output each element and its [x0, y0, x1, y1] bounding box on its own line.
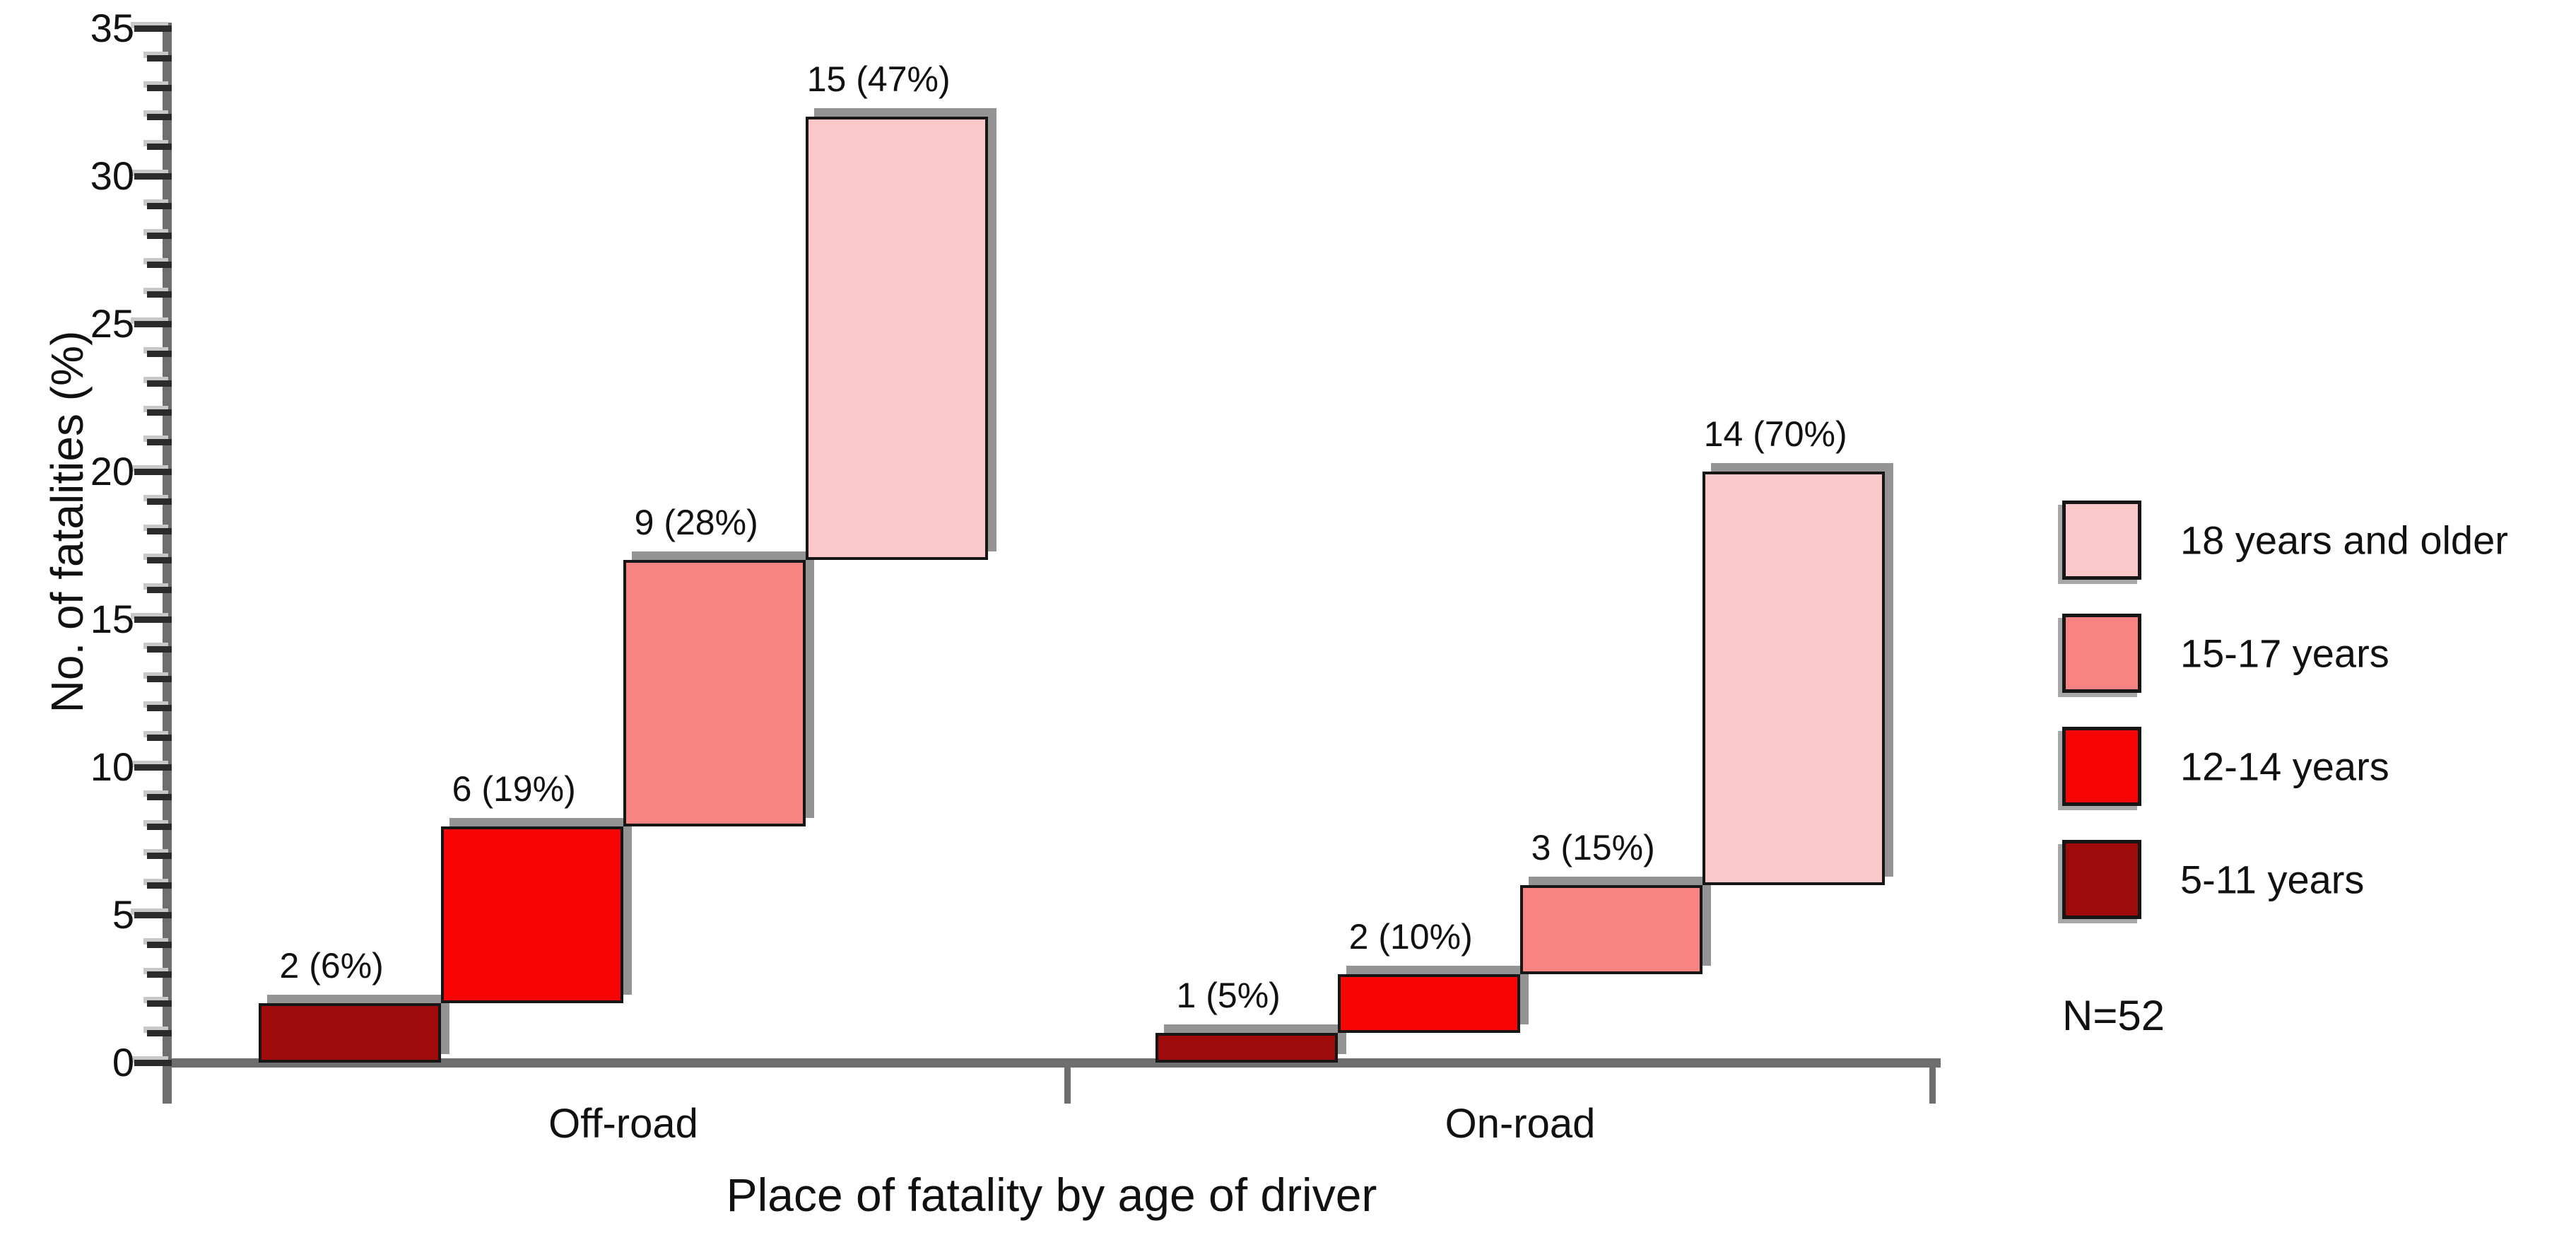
y-axis-major-tick: [134, 469, 172, 475]
category-label: Off-road: [548, 1101, 698, 1147]
category-label: On-road: [1445, 1101, 1596, 1147]
legend-swatch: [2062, 501, 2141, 580]
y-axis-tick-label: 15: [90, 597, 134, 641]
y-axis-tick-label: 10: [90, 744, 134, 789]
bar-segment: [441, 826, 623, 1004]
y-axis-minor-tick: [147, 350, 172, 357]
legend-swatch: [2062, 727, 2141, 806]
y-axis-minor-tick: [147, 1000, 172, 1007]
legend-label: 12-14 years: [2180, 744, 2389, 789]
bar-value-label: 9 (28%): [634, 503, 758, 543]
y-axis-minor-tick: [147, 557, 172, 564]
legend-label: 18 years and older: [2180, 518, 2508, 563]
y-axis-major-tick: [134, 764, 172, 771]
bar-value-label: 2 (6%): [279, 946, 384, 986]
bar-segment: [259, 1003, 441, 1063]
y-axis-major-tick: [134, 25, 172, 32]
y-axis-major-tick: [134, 912, 172, 918]
y-axis-minor-tick: [147, 262, 172, 269]
legend-label: 15-17 years: [2180, 631, 2389, 676]
y-axis-minor-tick: [147, 54, 172, 62]
y-axis-minor-tick: [147, 527, 172, 534]
y-axis-major-tick: [134, 173, 172, 180]
bar-segment: [806, 117, 988, 561]
y-axis-minor-tick: [147, 380, 172, 387]
y-axis-tick-label: 25: [90, 301, 134, 346]
y-axis-major-tick: [134, 321, 172, 327]
y-axis-minor-tick: [147, 705, 172, 712]
y-axis-minor-tick: [147, 882, 172, 889]
x-axis-title: Place of fatality by age of driver: [726, 1169, 1377, 1221]
y-axis-tick-label: 5: [112, 892, 134, 937]
y-axis-tick-label: 35: [90, 6, 134, 50]
y-axis-minor-tick: [147, 409, 172, 416]
y-axis-minor-tick: [147, 971, 172, 978]
y-axis-minor-tick: [147, 202, 172, 209]
y-axis-tick-label: 0: [112, 1040, 134, 1084]
sample-size-note: N=52: [2062, 992, 2165, 1039]
y-axis-minor-tick: [147, 823, 172, 830]
y-axis-minor-tick: [147, 735, 172, 742]
bar-segment: [1338, 974, 1520, 1034]
bar-value-label: 3 (15%): [1531, 828, 1655, 868]
axis-boundary-tick: [1929, 1067, 1936, 1104]
y-axis-minor-tick: [147, 1030, 172, 1037]
y-axis-minor-tick: [147, 144, 172, 151]
bar-segment: [1520, 885, 1702, 974]
y-axis-major-tick: [134, 616, 172, 623]
bar-value-label: 14 (70%): [1703, 414, 1847, 454]
bar-segment: [623, 560, 806, 826]
y-axis-minor-tick: [147, 675, 172, 682]
bar-value-label: 6 (19%): [452, 768, 576, 809]
legend-label: 5-11 years: [2180, 857, 2365, 902]
axis-boundary-tick: [1064, 1067, 1071, 1104]
y-axis-minor-tick: [147, 84, 172, 91]
y-axis-minor-tick: [147, 114, 172, 121]
y-axis-tick-label: 30: [90, 153, 134, 198]
legend-swatch: [2062, 614, 2141, 693]
x-axis-line: [163, 1058, 1941, 1068]
y-axis-minor-tick: [147, 498, 172, 505]
bar-value-label: 15 (47%): [806, 59, 951, 100]
y-axis-major-tick: [134, 1060, 172, 1066]
bar-value-label: 1 (5%): [1176, 976, 1281, 1016]
bar-segment: [1702, 472, 1885, 886]
y-axis-tick-label: 20: [90, 449, 134, 493]
bar-segment: [1155, 1033, 1338, 1063]
y-axis-minor-tick: [147, 793, 172, 800]
y-axis-title: No. of fatalities (%): [42, 330, 93, 713]
y-axis-minor-tick: [147, 645, 172, 653]
y-axis-minor-tick: [147, 439, 172, 446]
y-axis-minor-tick: [147, 941, 172, 948]
bar-value-label: 2 (10%): [1348, 916, 1473, 957]
y-axis-minor-tick: [147, 853, 172, 860]
y-axis-minor-tick: [147, 587, 172, 594]
y-axis-minor-tick: [147, 232, 172, 239]
y-axis-minor-tick: [147, 291, 172, 298]
legend-swatch: [2062, 840, 2141, 919]
